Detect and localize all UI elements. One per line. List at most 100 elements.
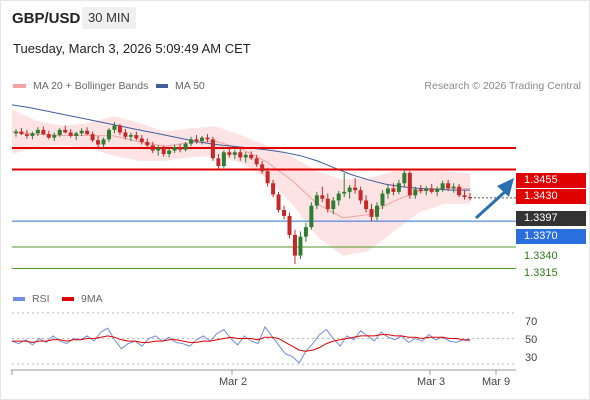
candle-body (424, 188, 429, 191)
candle (446, 179, 451, 191)
candle-body (199, 137, 204, 142)
time-axis (11, 369, 516, 375)
candle-body (265, 171, 270, 184)
candle-body (189, 139, 194, 144)
candle-body (385, 188, 390, 194)
rsi-panel (11, 312, 516, 365)
candle-body (112, 125, 117, 130)
candle (14, 129, 18, 137)
candle-body (380, 193, 385, 206)
copyright-notice: Research © 2026 Trading Central (424, 80, 581, 92)
candle-body (271, 183, 276, 195)
candle (435, 186, 440, 197)
candle-body (303, 227, 308, 237)
level-s3-label: 1.3315 (524, 267, 558, 279)
candle-body (68, 132, 73, 136)
candle-body (298, 236, 303, 256)
candle-body (407, 172, 412, 196)
candle (79, 128, 84, 136)
rsi-tick-30: 30 (525, 352, 538, 364)
nine-ma-swatch (62, 297, 74, 301)
candle-body (287, 215, 292, 235)
candle-body (468, 197, 472, 199)
ma20-label: MA 20 + Bollinger Bands (33, 80, 149, 92)
candle (424, 185, 429, 196)
candle (205, 134, 210, 142)
candle (30, 131, 35, 140)
candle (74, 131, 79, 141)
candle (265, 167, 270, 187)
candle-body (79, 130, 84, 134)
candle (413, 186, 418, 199)
candle-body (14, 131, 18, 134)
candle (407, 171, 412, 199)
candle-body (41, 129, 46, 135)
candle (353, 178, 358, 194)
candle (276, 191, 281, 213)
candle-body (128, 135, 133, 137)
candle-body (57, 129, 62, 136)
candle (271, 179, 276, 198)
candle (112, 122, 117, 134)
x-label-mar2: Mar 2 (219, 376, 248, 388)
candle-body (336, 193, 341, 201)
candle-body (446, 183, 451, 189)
candle-body (19, 131, 24, 135)
rsi-line (11, 325, 471, 364)
candle (63, 125, 68, 134)
candle (210, 136, 215, 161)
candle (375, 202, 380, 221)
candle-body (194, 139, 199, 142)
candle (385, 184, 390, 199)
candle (303, 222, 308, 242)
candle (418, 184, 423, 194)
candle-body (63, 129, 68, 133)
candle-body (440, 183, 445, 190)
candle (314, 191, 319, 210)
candle-body (238, 152, 243, 158)
candle-body (101, 139, 106, 145)
candle-body (46, 134, 51, 138)
candle (358, 186, 363, 204)
candle-body (413, 189, 418, 196)
candle-body (123, 132, 128, 137)
candle-body (167, 150, 172, 154)
candle (364, 195, 369, 213)
candle (292, 229, 297, 265)
candle-body (375, 205, 380, 217)
candle-body (364, 200, 369, 210)
candle (85, 127, 90, 136)
rsi-label: RSI (32, 293, 50, 305)
candle-body (391, 188, 396, 192)
nine-ma-label: 9MA (81, 293, 103, 305)
candle (457, 184, 462, 198)
candle-body (451, 186, 456, 189)
candle-body (96, 140, 101, 145)
x-label-mar9: Mar 9 (482, 376, 511, 388)
candle (309, 202, 314, 230)
candle (134, 131, 139, 141)
candle-body (221, 152, 226, 167)
candle (101, 137, 106, 148)
ma50-swatch (156, 84, 168, 88)
candle (19, 128, 24, 136)
rsi-tick-70: 70 (525, 316, 538, 328)
level-r2-label: 1.3455 (516, 173, 586, 188)
candle (117, 123, 122, 136)
candle (440, 180, 445, 192)
timeframe-badge[interactable]: 30 MIN (82, 7, 136, 29)
candle-body (342, 191, 347, 194)
candle-body (178, 147, 183, 150)
candle (35, 127, 40, 136)
candle (123, 129, 128, 140)
candle (178, 143, 183, 153)
candle-body (205, 137, 210, 140)
candle (451, 183, 456, 193)
candle (342, 172, 347, 198)
rsi-swatch (13, 297, 25, 301)
candle (150, 141, 155, 154)
candles (14, 122, 472, 265)
candle (429, 184, 434, 194)
candle-body (435, 189, 440, 192)
candle (468, 192, 472, 201)
